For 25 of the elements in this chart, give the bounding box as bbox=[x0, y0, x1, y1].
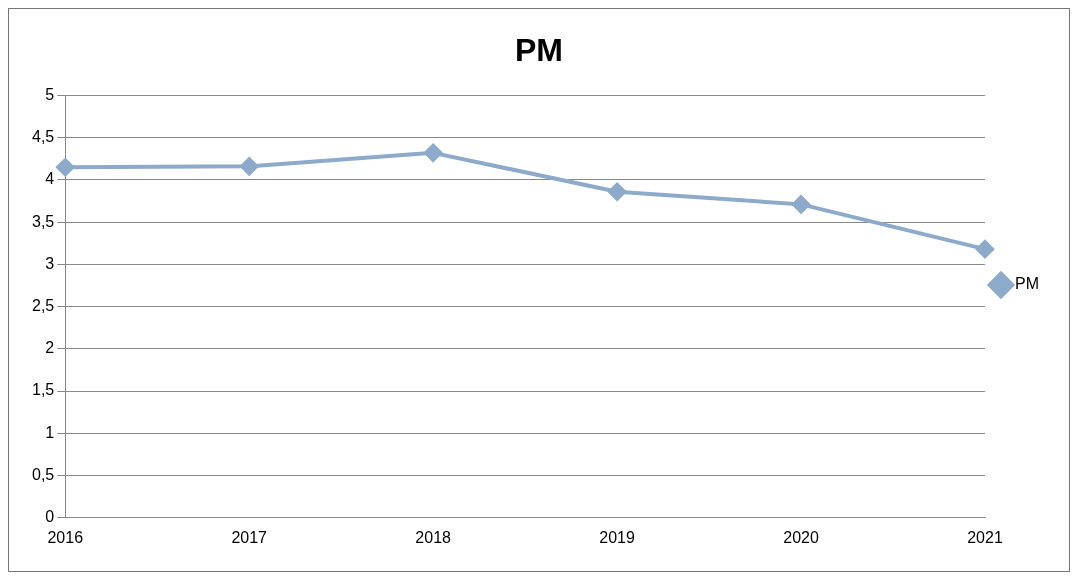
x-tick-label: 2019 bbox=[599, 528, 635, 546]
y-tick-label: 5 bbox=[45, 85, 55, 103]
point bbox=[424, 143, 443, 162]
x-tick-label: 2016 bbox=[47, 528, 84, 546]
legend-label: PM bbox=[1015, 275, 1039, 293]
point bbox=[56, 158, 75, 177]
y-tick-label: 4 bbox=[45, 170, 55, 188]
y-tick-label: 3 bbox=[45, 254, 55, 272]
chart-title: PM bbox=[515, 32, 563, 69]
y-tick-label: 0,5 bbox=[31, 465, 55, 483]
point bbox=[608, 182, 627, 201]
x-tick-label: 2018 bbox=[415, 528, 452, 546]
x-tick-label: 2020 bbox=[783, 528, 819, 546]
y-tick-label: 4,5 bbox=[31, 128, 55, 146]
x-tick-label: 2017 bbox=[231, 528, 268, 546]
x-tick-label: 2021 bbox=[967, 528, 1003, 546]
y-tick-label: 2,5 bbox=[31, 297, 55, 315]
point bbox=[240, 157, 259, 176]
y-tick-label: 2 bbox=[45, 339, 55, 357]
point bbox=[792, 195, 811, 214]
point bbox=[976, 240, 994, 259]
y-tick-label: 1,5 bbox=[31, 381, 55, 399]
y-tick-label: 0 bbox=[45, 508, 55, 526]
y-tick-label: 1 bbox=[45, 423, 55, 441]
y-tick-label: 3,5 bbox=[31, 212, 55, 230]
